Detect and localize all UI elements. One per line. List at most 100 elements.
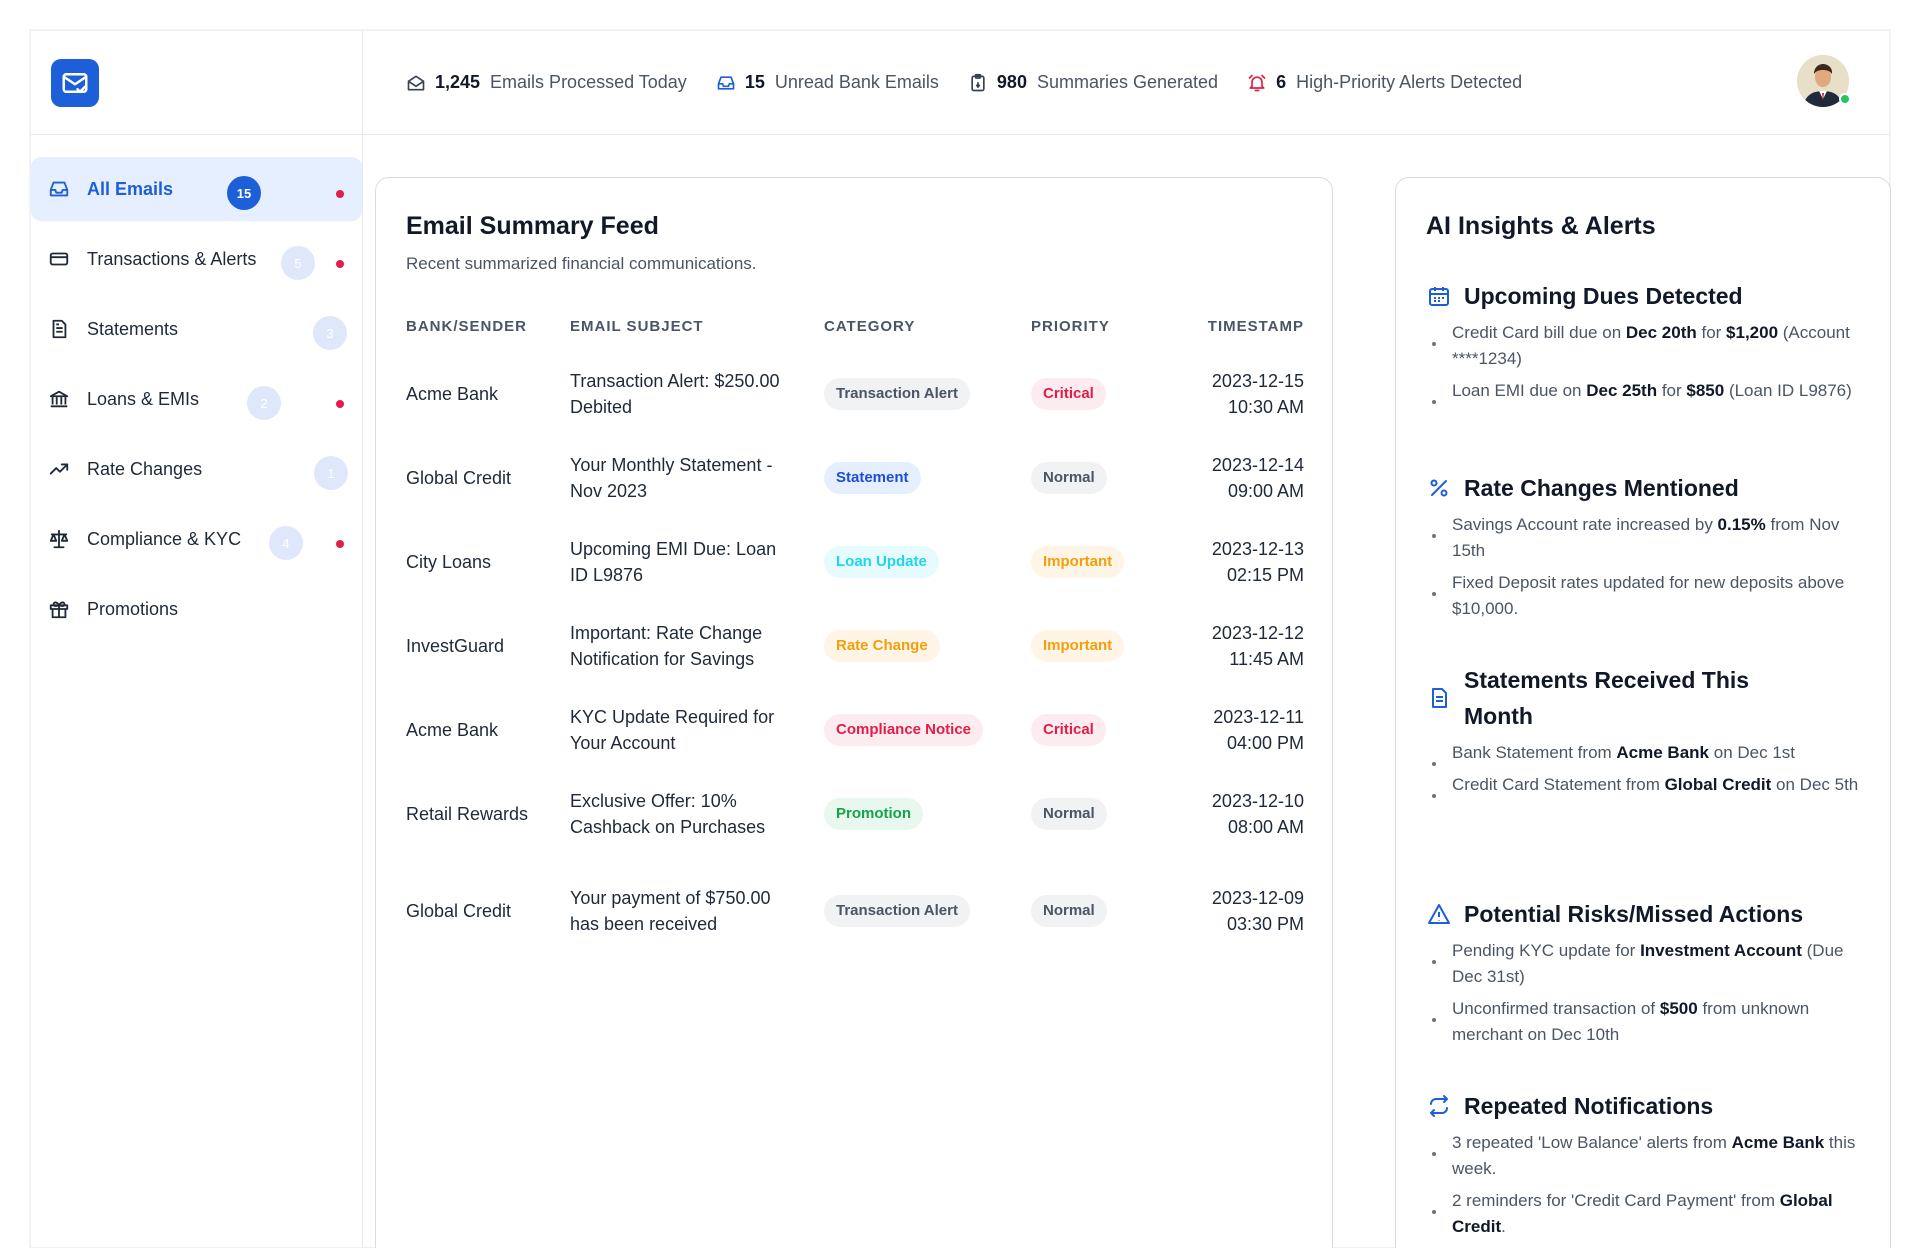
column-header-sender[interactable]: BANK/SENDER (406, 317, 528, 335)
insight-heading-text: Statements Received This Month (1464, 667, 1750, 729)
sender-name: Acme Bank (406, 384, 499, 404)
cell-timestamp: 2023-12-11 04:00 PM (1171, 688, 1304, 772)
email-summary-table: BANK/SENDER EMAIL SUBJECT CATEGORY PRIOR… (406, 300, 1304, 966)
insight-heading-text: Repeated Notifications (1464, 1093, 1714, 1119)
column-header-priority[interactable]: PRIORITY (1031, 317, 1110, 335)
email-subject: KYC Update Required for Your Account (570, 707, 775, 753)
insight-heading: Upcoming Dues Detected (1426, 278, 1866, 314)
insight-bullet: Credit Card Statement from Global Credit… (1426, 772, 1866, 798)
count-badge: 1 (314, 456, 348, 490)
stat-value: 980 (996, 72, 1027, 92)
sender-name: Acme Bank (406, 720, 499, 740)
insight-text: Loan EMI due on (1452, 381, 1587, 400)
insights-title: AI Insights & Alerts (1426, 212, 1656, 240)
insight-bullet: 2 reminders for 'Credit Card Payment' fr… (1426, 1188, 1866, 1240)
timestamp-time: 11:45 AM (1229, 649, 1304, 669)
cell-priority: Critical (1031, 688, 1171, 772)
column-header-timestamp[interactable]: TIMESTAMP (1207, 317, 1304, 335)
trend-up-icon (47, 457, 71, 481)
insight-heading: Statements Received This Month (1426, 662, 1866, 734)
insight-heading-text: Upcoming Dues Detected (1464, 283, 1743, 309)
clipboard-icon (967, 72, 989, 94)
insight-bullet: Pending KYC update for Investment Accoun… (1426, 938, 1866, 990)
sidebar-item-compliance[interactable]: Compliance & KYC 4 (31, 507, 362, 571)
sidebar-item-label: Statements (87, 318, 179, 339)
gift-icon (47, 597, 71, 621)
email-summary-feed-card: Email Summary Feed Recent summarized fin… (375, 177, 1333, 1248)
table-row[interactable]: Global Credit Your Monthly Statement - No… (406, 436, 1304, 520)
table-row[interactable]: Global Credit Your payment of $750.00 has… (406, 856, 1304, 966)
sidebar-item-statements[interactable]: Statements 3 (31, 297, 362, 361)
cell-category: Promotion (824, 772, 1031, 856)
app-logo-icon[interactable] (51, 58, 99, 107)
cell-priority: Normal (1031, 772, 1171, 856)
sidebar-item-all-emails[interactable]: All Emails 15 (31, 157, 362, 221)
category-badge: Statement (824, 462, 921, 494)
table-body: Acme Bank Transaction Alert: $250.00 Debi… (406, 352, 1304, 966)
count-badge: 5 (281, 246, 315, 280)
cell-sender: InvestGuard (406, 604, 570, 688)
insight-text: (Loan ID L9876) (1724, 381, 1852, 400)
timestamp-time: 04:00 PM (1226, 733, 1304, 753)
table-row[interactable]: InvestGuard Important: Rate Change Notifi… (406, 604, 1304, 688)
table-row[interactable]: Acme Bank Transaction Alert: $250.00 Debi… (406, 352, 1304, 436)
insight-text: Dec 25th (1586, 381, 1658, 400)
timestamp-date: 2023-12-09 (1211, 888, 1304, 908)
insight-section-upcoming-dues-detected: Upcoming Dues Detected Credit Card bill d… (1426, 278, 1866, 404)
column-header-subject[interactable]: EMAIL SUBJECT (570, 317, 704, 335)
sidebar-item-label: Loans & EMIs (87, 388, 200, 409)
ai-insights-card: AI Insights & Alerts Upcoming Dues Detec… (1395, 177, 1891, 1248)
email-subject: Your payment of $750.00 has been receive… (570, 888, 771, 934)
insight-text: Investment Account (1640, 941, 1802, 960)
insight-bullet: Fixed Deposit rates updated for new depo… (1426, 570, 1866, 622)
avatar[interactable] (1797, 55, 1851, 107)
cell-sender: Acme Bank (406, 352, 570, 436)
insight-bullet: 3 repeated 'Low Balance' alerts from Acm… (1426, 1130, 1866, 1182)
insight-bullet: Bank Statement from Acme Bank on Dec 1st (1426, 740, 1866, 766)
cell-category: Transaction Alert (824, 352, 1031, 436)
warning-icon (1426, 901, 1452, 927)
email-subject: Your Monthly Statement - Nov 2023 (570, 455, 773, 501)
email-subject: Transaction Alert: $250.00 Debited (570, 371, 780, 417)
inbox-icon (715, 72, 737, 94)
cell-category: Transaction Alert (824, 856, 1031, 966)
insight-text: (Due Dec 31st) (1452, 941, 1844, 986)
table-row[interactable]: Acme Bank KYC Update Required for Your Ac… (406, 688, 1304, 772)
sidebar-item-label: Transactions & Alerts (87, 248, 257, 269)
sidebar-item-promotions[interactable]: Promotions (31, 577, 362, 641)
sidebar-item-loans[interactable]: Loans & EMIs 2 (31, 367, 362, 431)
app-frame: All Emails 15 Transactions & Alerts 5 St… (30, 30, 1891, 1248)
online-status-dot (1839, 93, 1851, 105)
category-badge: Promotion (824, 798, 923, 830)
table-row[interactable]: Retail Rewards Exclusive Offer: 10% Cashb… (406, 772, 1304, 856)
insight-text: . (1501, 1217, 1506, 1236)
cell-priority: Normal (1031, 856, 1171, 966)
email-subject: Upcoming EMI Due: Loan ID L9876 (570, 539, 777, 585)
cell-timestamp: 2023-12-10 08:00 AM (1171, 772, 1304, 856)
unread-dot (336, 260, 344, 268)
timestamp-time: 10:30 AM (1227, 397, 1304, 417)
sender-name: City Loans (406, 552, 492, 572)
sidebar-item-transactions[interactable]: Transactions & Alerts 5 (31, 227, 362, 291)
timestamp-time: 02:15 PM (1226, 565, 1304, 585)
stat-emails-processed: 1,245 Emails Processed Today (405, 72, 687, 94)
insight-text: Acme Bank (1731, 1133, 1825, 1152)
column-header-category[interactable]: CATEGORY (824, 317, 916, 335)
insight-text: $1,200 (1726, 323, 1779, 342)
stat-value: 6 (1276, 72, 1287, 92)
insight-text: (Account ****1234) (1452, 323, 1850, 368)
sender-name: Global Credit (406, 901, 512, 921)
insight-heading-text: Potential Risks/Missed Actions (1464, 901, 1804, 927)
insight-text: Unconfirmed transaction of (1452, 999, 1660, 1018)
priority-badge: Normal (1031, 895, 1107, 927)
sender-name: Retail Rewards (406, 804, 529, 824)
sidebar-item-rate-changes[interactable]: Rate Changes 1 (31, 437, 362, 501)
cell-sender: Global Credit (406, 436, 570, 520)
table-row[interactable]: City Loans Upcoming EMI Due: Loan ID L987… (406, 520, 1304, 604)
category-badge: Loan Update (824, 546, 939, 578)
sidebar-nav: All Emails 15 Transactions & Alerts 5 St… (31, 135, 362, 641)
cell-timestamp: 2023-12-12 11:45 AM (1171, 604, 1304, 688)
sidebar-item-label: Rate Changes (87, 458, 203, 479)
bank-icon (47, 387, 71, 411)
cell-timestamp: 2023-12-13 02:15 PM (1171, 520, 1304, 604)
